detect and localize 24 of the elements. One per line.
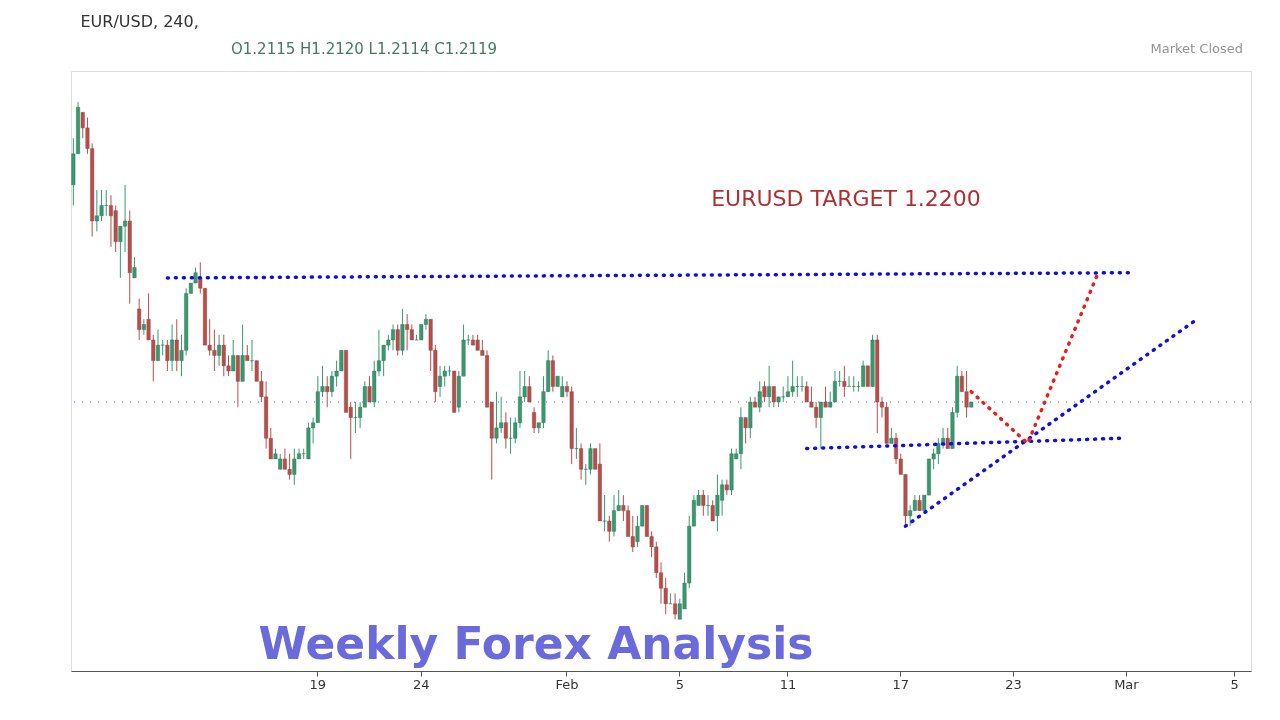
- annotation: Weekly Forex Analysis: [258, 618, 814, 669]
- candlestick: [842, 365, 847, 398]
- candlestick: [790, 360, 795, 398]
- candlestick: [861, 360, 866, 388]
- x-tick-label: 5: [1230, 676, 1239, 692]
- text: Market Closed: [1150, 41, 1243, 56]
- x-tick-label: 11: [779, 676, 797, 692]
- text: O1.2115 H1.2120 L1.2114 C1.2119: [231, 40, 498, 58]
- x-tick-label: 19: [309, 676, 327, 692]
- chart-title: EUR/USD, 240,: [80, 12, 199, 31]
- x-tick-label: Mar: [1114, 676, 1140, 692]
- x-tick-label: 5: [675, 676, 684, 692]
- x-tick-label: 23: [1005, 676, 1022, 692]
- x-tick-label: 24: [412, 676, 430, 692]
- candlestick: [579, 442, 584, 481]
- candlestick: [673, 592, 678, 620]
- x-tick-label: Feb: [555, 676, 579, 692]
- candlestick: [165, 339, 170, 372]
- candlestick: [503, 411, 508, 450]
- candlestick: [851, 375, 856, 393]
- candlestick: [137, 298, 142, 341]
- candlestick: [532, 406, 537, 434]
- x-tick-label: 17: [892, 676, 910, 692]
- annotation: EURUSD TARGET 1.2200: [711, 186, 981, 211]
